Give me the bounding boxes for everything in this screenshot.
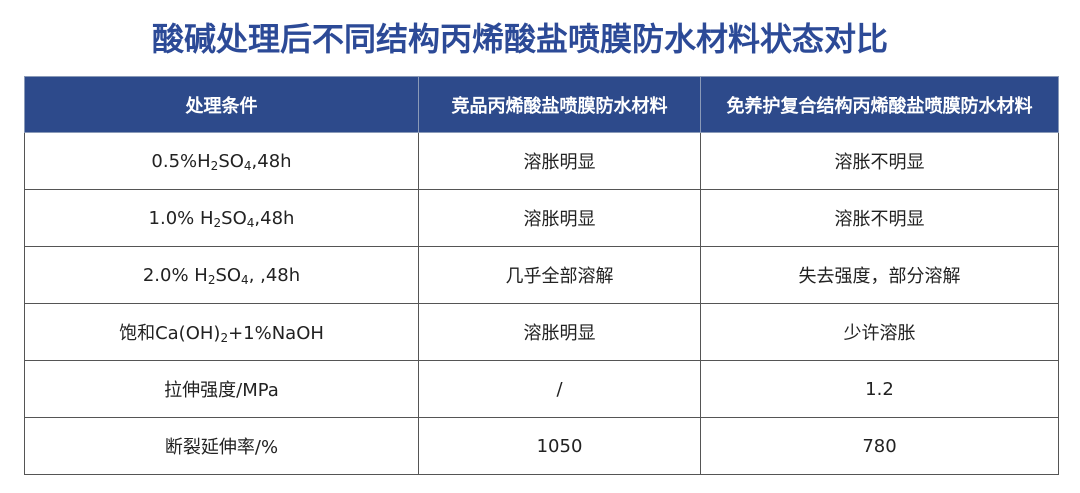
- table-header-row: 处理条件 竞品丙烯酸盐喷膜防水材料 免养护复合结构丙烯酸盐喷膜防水材料: [24, 76, 1059, 133]
- cell-competitor: 溶胀明显: [418, 132, 701, 190]
- cell-composite: 少许溶胀: [700, 303, 1059, 361]
- header-condition: 处理条件: [24, 76, 419, 133]
- text-segment: 2.0% H: [142, 264, 208, 286]
- header-composite: 免养护复合结构丙烯酸盐喷膜防水材料: [700, 76, 1059, 133]
- subscript: 2: [207, 272, 216, 287]
- text-segment: 拉伸强度/MPa: [164, 380, 279, 401]
- cell-condition: 1.0% H2SO4,48h: [24, 189, 419, 247]
- cell-condition: 拉伸强度/MPa: [24, 360, 419, 418]
- cell-condition: 2.0% H2SO4, ,48h: [24, 246, 419, 304]
- subscript: 2: [210, 158, 219, 173]
- text-segment: SO: [215, 264, 242, 286]
- comparison-table: 处理条件 竞品丙烯酸盐喷膜防水材料 免养护复合结构丙烯酸盐喷膜防水材料 0.5%…: [24, 76, 1059, 475]
- text-segment: 饱和Ca(OH): [119, 323, 221, 344]
- cell-composite: 失去强度，部分溶解: [700, 246, 1059, 304]
- subscript: 4: [246, 215, 255, 230]
- header-competitor: 竞品丙烯酸盐喷膜防水材料: [418, 76, 701, 133]
- cell-competitor: 溶胀明显: [418, 303, 701, 361]
- text-segment: 1.0% H: [148, 207, 214, 229]
- subscript: 4: [243, 158, 252, 173]
- table-row: 拉伸强度/MPa /1.2: [24, 360, 1059, 418]
- cell-competitor: /: [418, 360, 701, 418]
- cell-composite: 溶胀不明显: [700, 132, 1059, 190]
- text-segment: 0.5%H: [151, 150, 211, 172]
- table-row: 2.0% H2SO4, ,48h 几乎全部溶解 失去强度，部分溶解: [24, 246, 1059, 304]
- cell-condition: 断裂延伸率/%: [24, 417, 419, 475]
- cell-condition: 饱和Ca(OH)2+1%NaOH: [24, 303, 419, 361]
- text-segment: SO: [221, 207, 247, 229]
- cell-competitor: 溶胀明显: [418, 189, 701, 247]
- cell-condition: 0.5%H2SO4,48h: [24, 132, 419, 190]
- subscript: 2: [213, 215, 222, 230]
- text-segment: ,48h: [251, 150, 292, 172]
- text-segment: SO: [218, 150, 244, 172]
- table-row: 1.0% H2SO4,48h 溶胀明显 溶胀不明显: [24, 189, 1059, 247]
- table-row: 饱和Ca(OH)2+1%NaOH 溶胀明显 少许溶胀: [24, 303, 1059, 361]
- table-row: 断裂延伸率/% 1050 780: [24, 417, 1059, 475]
- text-segment: +1%NaOH: [228, 323, 324, 344]
- subscript: 4: [241, 272, 249, 287]
- text-segment: ,48h: [254, 207, 295, 229]
- cell-composite: 溶胀不明显: [700, 189, 1059, 247]
- table-row: 0.5%H2SO4,48h 溶胀明显 溶胀不明显: [24, 132, 1059, 190]
- cell-composite: 1.2: [700, 360, 1059, 418]
- subscript: 2: [220, 331, 229, 345]
- page-title: 酸碱处理后不同结构丙烯酸盐喷膜防水材料状态对比: [151, 20, 888, 58]
- cell-competitor: 几乎全部溶解: [418, 246, 701, 304]
- text-segment: , ,48h: [248, 264, 301, 286]
- cell-competitor: 1050: [418, 417, 701, 475]
- text-segment: 断裂延伸率/%: [164, 437, 279, 458]
- cell-composite: 780: [700, 417, 1059, 475]
